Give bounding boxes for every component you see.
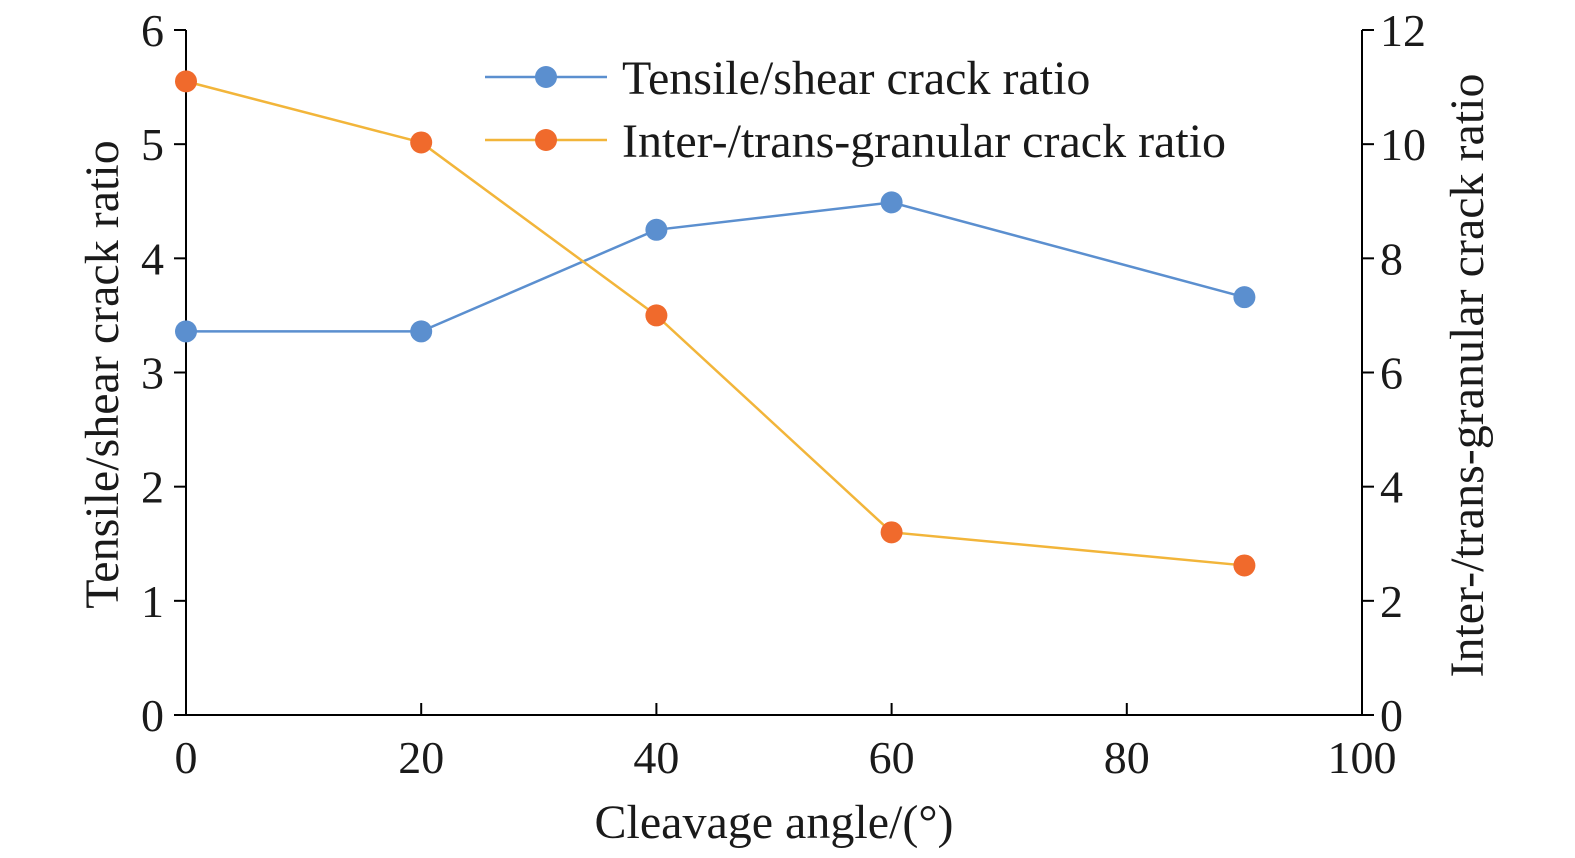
tensile-shear-data-point: [1233, 286, 1256, 309]
right-y-tick-label: 2: [1380, 576, 1403, 627]
series-group: [175, 70, 1256, 577]
inter-trans-granular-data-point: [880, 521, 903, 544]
inter-trans-granular-data-point: [1233, 554, 1256, 577]
right-y-axis-title: Inter-/trans-granular crack ratio: [1441, 73, 1494, 677]
right-y-tick-label: 10: [1380, 119, 1426, 170]
x-tick-label: 40: [633, 732, 679, 783]
right-y-tick-label: 0: [1380, 690, 1403, 741]
right-y-tick-label: 6: [1380, 348, 1403, 399]
x-tick-label: 80: [1104, 732, 1150, 783]
inter-trans-granular-legend-marker: [535, 129, 557, 151]
tensile-shear-data-point: [645, 218, 668, 241]
left-y-tick-label: 3: [141, 348, 164, 399]
inter-trans-granular-data-point: [410, 131, 433, 154]
left-y-tick-label: 6: [141, 5, 164, 56]
tensile-shear-series-line: [186, 201, 1245, 333]
left-y-tick-label: 5: [141, 119, 164, 170]
tensile-shear-data-point: [175, 320, 197, 343]
x-tick-label: 0: [175, 732, 198, 783]
left-y-tick-label: 2: [141, 462, 164, 513]
legend: Tensile/shear crack ratio Inter-/trans-gr…: [485, 52, 1226, 168]
left-y-tick-label: 4: [141, 233, 164, 284]
x-tick-label: 100: [1328, 732, 1397, 783]
left-y-axis-title: Tensile/shear crack ratio: [76, 140, 129, 608]
right-y-tick-label: 8: [1380, 233, 1403, 284]
right-y-tick-label: 12: [1380, 5, 1426, 56]
tensile-shear-data-point: [880, 191, 903, 214]
tensile-shear-legend-label: Tensile/shear crack ratio: [622, 52, 1090, 105]
tensile-shear-data-point: [410, 320, 433, 343]
inter-trans-granular-legend-label: Inter-/trans-granular crack ratio: [622, 115, 1226, 168]
tensile-shear-legend-marker: [535, 66, 557, 88]
x-tick-label: 20: [398, 732, 444, 783]
left-y-tick-label: 1: [141, 576, 164, 627]
right-y-tick-label: 4: [1380, 462, 1403, 513]
left-y-tick-label: 0: [141, 690, 164, 741]
x-tick-label: 60: [869, 732, 915, 783]
inter-trans-granular-data-point: [645, 304, 668, 327]
inter-trans-granular-data-point: [175, 70, 197, 93]
x-axis-title: Cleavage angle/(°): [594, 796, 953, 849]
